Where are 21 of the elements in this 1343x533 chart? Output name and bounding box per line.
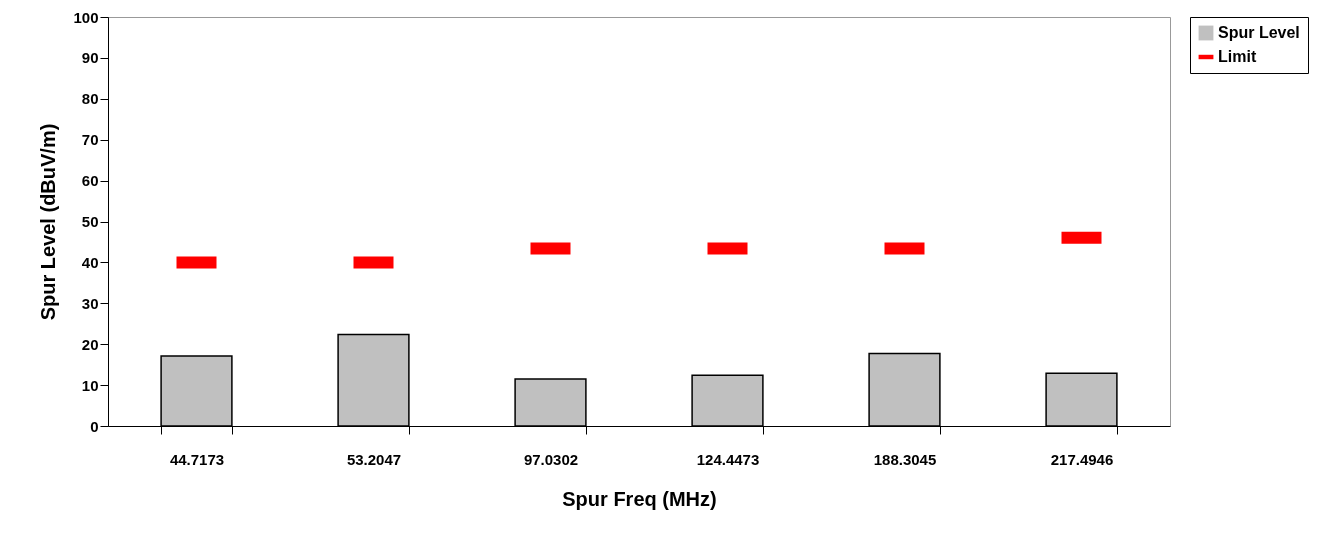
y-tick-label: 0: [90, 417, 99, 435]
y-tick-label: 20: [81, 335, 99, 353]
x-tick-label: 217.4946: [1050, 450, 1114, 468]
y-tick-label: 30: [81, 294, 99, 312]
x-tick-label: 97.0302: [523, 450, 579, 468]
legend-label: Limit: [1218, 48, 1257, 65]
y-tick-label: 50: [81, 213, 99, 230]
x-tick-label: 124.4473: [696, 450, 760, 468]
x-tick-label: 188.3045: [873, 450, 937, 468]
x-tick-label: 53.2047: [346, 450, 402, 468]
y-tick-label: 40: [81, 253, 99, 271]
x-axis-title: Spur Freq (MHz): [562, 487, 717, 510]
y-tick-label: 90: [81, 49, 99, 67]
y-tick-label: 80: [81, 90, 99, 108]
y-tick-label: 10: [81, 376, 99, 394]
y-tick-label: 100: [73, 8, 99, 26]
x-tick-label: 44.7173: [169, 450, 225, 468]
y-tick-label: 70: [81, 131, 99, 149]
y-axis-title: Spur Level (dBuV/m): [37, 123, 60, 321]
y-tick-label: 60: [81, 172, 99, 190]
legend-label: Spur Level: [1218, 24, 1300, 41]
